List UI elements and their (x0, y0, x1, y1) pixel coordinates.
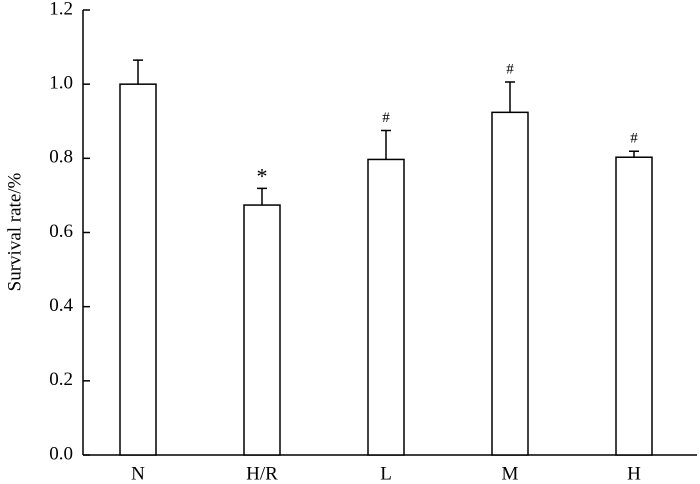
bar (615, 156, 653, 456)
error-bar (257, 187, 267, 206)
y-tick-label: 1.0 (49, 73, 73, 94)
error-bar (381, 129, 391, 160)
y-tick-label: 0.8 (49, 147, 73, 168)
x-tick-label: L (380, 463, 392, 484)
error-bar (505, 81, 515, 113)
y-tick-label: 0.2 (49, 369, 73, 390)
x-tick-label: H/R (246, 463, 278, 484)
x-tick-label: M (502, 463, 519, 484)
annotation: # (382, 110, 390, 126)
x-tick-label: H (627, 463, 641, 484)
bar (119, 83, 157, 456)
bar (491, 111, 529, 456)
y-axis-label: Survival rate/% (4, 172, 25, 291)
annotation: * (257, 163, 268, 188)
y-tick-label: 0.4 (49, 295, 73, 316)
y-tick-label: 0.6 (49, 221, 73, 242)
bar (367, 158, 405, 456)
annotation: # (506, 61, 514, 77)
y-tick-label: 1.2 (49, 0, 73, 19)
error-bar (133, 59, 143, 85)
error-bar (629, 150, 639, 158)
y-tick-label: 0.0 (49, 443, 73, 464)
bar (243, 204, 281, 456)
x-tick-label: N (131, 463, 145, 484)
annotation: # (630, 131, 638, 147)
